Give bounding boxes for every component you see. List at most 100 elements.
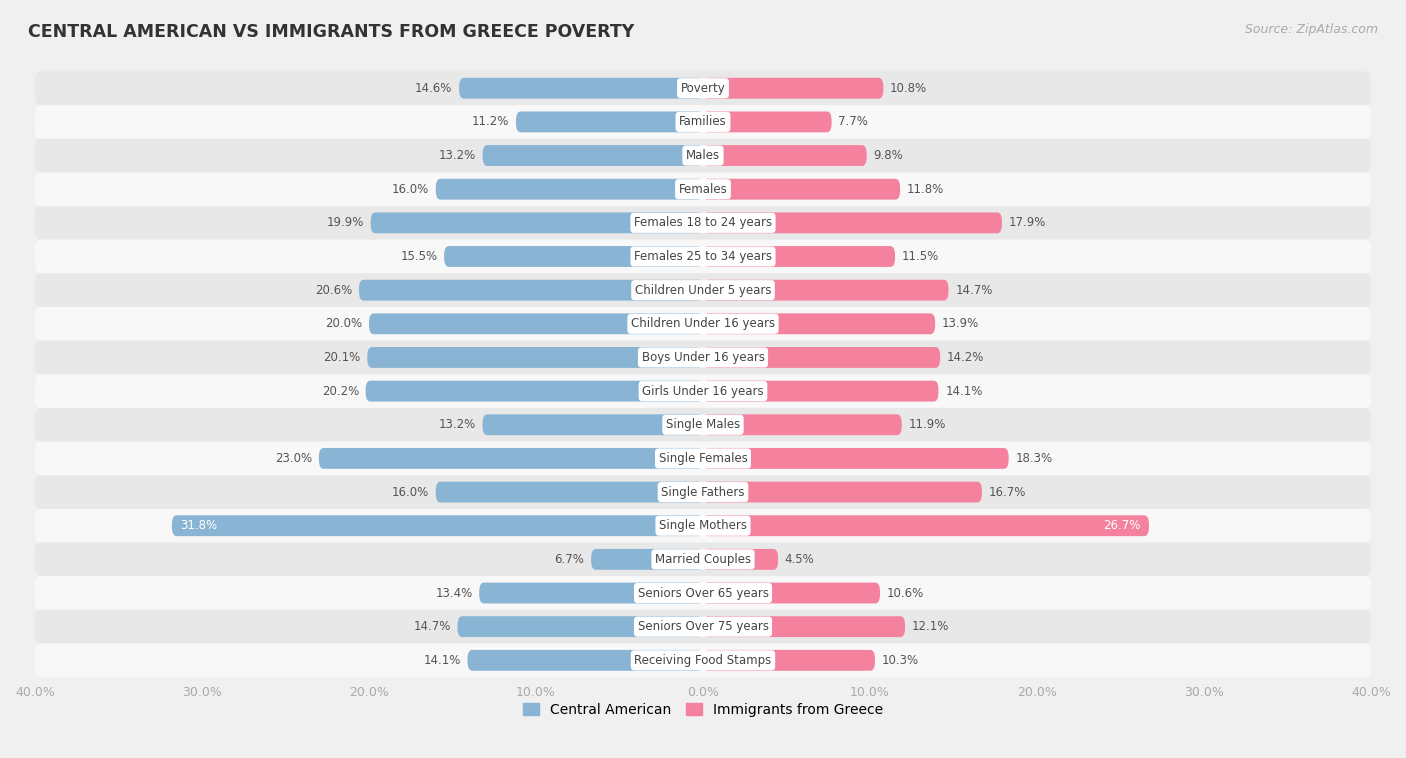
FancyBboxPatch shape (591, 549, 703, 570)
Text: 20.0%: 20.0% (325, 318, 363, 330)
FancyBboxPatch shape (703, 246, 896, 267)
Text: 19.9%: 19.9% (326, 216, 364, 230)
FancyBboxPatch shape (703, 347, 941, 368)
Text: 14.1%: 14.1% (423, 654, 461, 667)
Text: 10.3%: 10.3% (882, 654, 920, 667)
FancyBboxPatch shape (35, 71, 1371, 105)
FancyBboxPatch shape (703, 583, 880, 603)
FancyBboxPatch shape (35, 139, 1371, 172)
Text: 10.8%: 10.8% (890, 82, 927, 95)
Text: 18.3%: 18.3% (1015, 452, 1053, 465)
Text: Females 18 to 24 years: Females 18 to 24 years (634, 216, 772, 230)
Text: 31.8%: 31.8% (180, 519, 218, 532)
FancyBboxPatch shape (35, 543, 1371, 576)
Text: 14.7%: 14.7% (955, 283, 993, 296)
FancyBboxPatch shape (368, 313, 703, 334)
FancyBboxPatch shape (703, 179, 900, 199)
Text: Poverty: Poverty (681, 82, 725, 95)
FancyBboxPatch shape (35, 408, 1371, 442)
FancyBboxPatch shape (703, 650, 875, 671)
Text: 9.8%: 9.8% (873, 149, 903, 162)
FancyBboxPatch shape (35, 307, 1371, 340)
Text: CENTRAL AMERICAN VS IMMIGRANTS FROM GREECE POVERTY: CENTRAL AMERICAN VS IMMIGRANTS FROM GREE… (28, 23, 634, 41)
FancyBboxPatch shape (35, 475, 1371, 509)
FancyBboxPatch shape (35, 105, 1371, 139)
FancyBboxPatch shape (35, 240, 1371, 274)
FancyBboxPatch shape (703, 616, 905, 637)
Text: 16.0%: 16.0% (392, 486, 429, 499)
Text: Single Females: Single Females (658, 452, 748, 465)
FancyBboxPatch shape (703, 212, 1002, 233)
FancyBboxPatch shape (35, 374, 1371, 408)
FancyBboxPatch shape (444, 246, 703, 267)
FancyBboxPatch shape (35, 610, 1371, 644)
Text: 17.9%: 17.9% (1008, 216, 1046, 230)
FancyBboxPatch shape (35, 442, 1371, 475)
Text: 13.9%: 13.9% (942, 318, 979, 330)
Text: Single Fathers: Single Fathers (661, 486, 745, 499)
FancyBboxPatch shape (703, 78, 883, 99)
Text: 14.7%: 14.7% (413, 620, 451, 633)
Text: 13.4%: 13.4% (436, 587, 472, 600)
Text: 23.0%: 23.0% (276, 452, 312, 465)
Text: Single Males: Single Males (666, 418, 740, 431)
FancyBboxPatch shape (703, 280, 949, 301)
FancyBboxPatch shape (35, 644, 1371, 677)
FancyBboxPatch shape (482, 145, 703, 166)
FancyBboxPatch shape (367, 347, 703, 368)
Text: 11.9%: 11.9% (908, 418, 946, 431)
Text: 11.2%: 11.2% (472, 115, 509, 128)
FancyBboxPatch shape (516, 111, 703, 133)
Text: 11.5%: 11.5% (901, 250, 939, 263)
Text: Single Mothers: Single Mothers (659, 519, 747, 532)
FancyBboxPatch shape (703, 381, 938, 402)
Text: 15.5%: 15.5% (401, 250, 437, 263)
Text: Seniors Over 75 years: Seniors Over 75 years (637, 620, 769, 633)
FancyBboxPatch shape (468, 650, 703, 671)
FancyBboxPatch shape (35, 340, 1371, 374)
FancyBboxPatch shape (436, 481, 703, 503)
Legend: Central American, Immigrants from Greece: Central American, Immigrants from Greece (517, 697, 889, 722)
FancyBboxPatch shape (479, 583, 703, 603)
Text: 14.1%: 14.1% (945, 384, 983, 398)
Text: 26.7%: 26.7% (1104, 519, 1140, 532)
Text: Children Under 5 years: Children Under 5 years (634, 283, 772, 296)
FancyBboxPatch shape (703, 481, 981, 503)
Text: 16.0%: 16.0% (392, 183, 429, 196)
Text: 10.6%: 10.6% (887, 587, 924, 600)
FancyBboxPatch shape (35, 172, 1371, 206)
Text: 20.2%: 20.2% (322, 384, 359, 398)
Text: Married Couples: Married Couples (655, 553, 751, 566)
Text: Females 25 to 34 years: Females 25 to 34 years (634, 250, 772, 263)
FancyBboxPatch shape (460, 78, 703, 99)
FancyBboxPatch shape (703, 415, 901, 435)
FancyBboxPatch shape (35, 576, 1371, 610)
Text: 20.1%: 20.1% (323, 351, 360, 364)
FancyBboxPatch shape (703, 313, 935, 334)
Text: Children Under 16 years: Children Under 16 years (631, 318, 775, 330)
FancyBboxPatch shape (172, 515, 703, 536)
FancyBboxPatch shape (436, 179, 703, 199)
FancyBboxPatch shape (319, 448, 703, 469)
Text: 6.7%: 6.7% (554, 553, 585, 566)
Text: 14.6%: 14.6% (415, 82, 453, 95)
FancyBboxPatch shape (35, 274, 1371, 307)
FancyBboxPatch shape (703, 448, 1008, 469)
Text: Source: ZipAtlas.com: Source: ZipAtlas.com (1244, 23, 1378, 36)
FancyBboxPatch shape (482, 415, 703, 435)
Text: 20.6%: 20.6% (315, 283, 353, 296)
FancyBboxPatch shape (703, 145, 866, 166)
Text: Girls Under 16 years: Girls Under 16 years (643, 384, 763, 398)
Text: 11.8%: 11.8% (907, 183, 943, 196)
Text: Receiving Food Stamps: Receiving Food Stamps (634, 654, 772, 667)
Text: 4.5%: 4.5% (785, 553, 814, 566)
Text: Families: Families (679, 115, 727, 128)
Text: Females: Females (679, 183, 727, 196)
Text: Boys Under 16 years: Boys Under 16 years (641, 351, 765, 364)
FancyBboxPatch shape (359, 280, 703, 301)
FancyBboxPatch shape (371, 212, 703, 233)
Text: 13.2%: 13.2% (439, 418, 475, 431)
Text: 14.2%: 14.2% (946, 351, 984, 364)
Text: 7.7%: 7.7% (838, 115, 868, 128)
Text: Seniors Over 65 years: Seniors Over 65 years (637, 587, 769, 600)
